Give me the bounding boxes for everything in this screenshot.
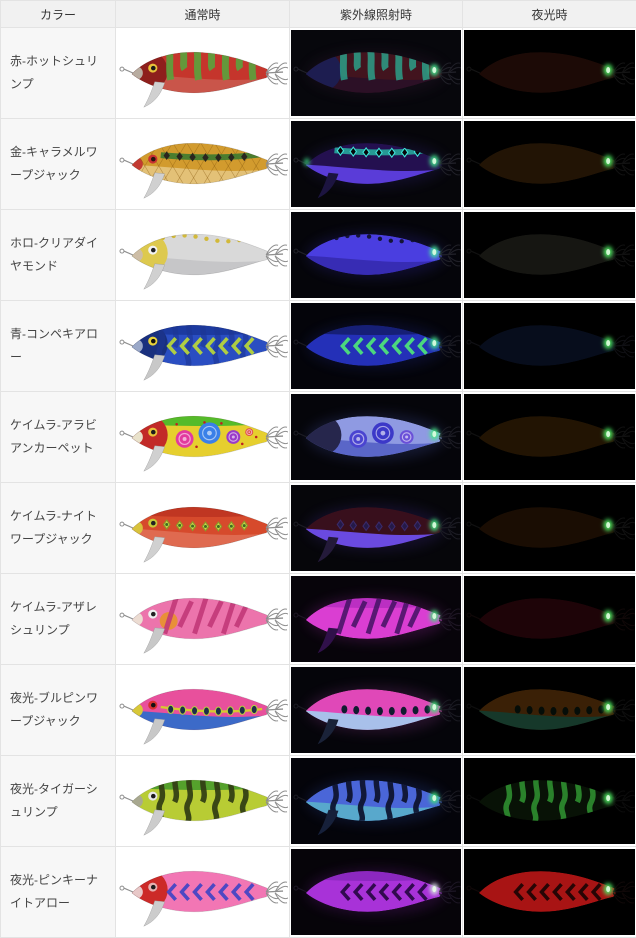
color-name: ケイムラ-アザレシュリンプ bbox=[1, 574, 116, 665]
lure-photo-normal bbox=[117, 485, 288, 571]
color-name: 青-コンペキアロー bbox=[1, 301, 116, 392]
table-row: ケイムラ-ナイトワープジャック bbox=[1, 483, 636, 574]
table-row: 夜光-ブルピンワープジャック bbox=[1, 665, 636, 756]
lure-photo-uv-cell bbox=[290, 574, 463, 665]
lure-photo-normal-cell bbox=[116, 119, 290, 210]
lure-photo-glow-cell bbox=[463, 301, 636, 392]
color-name: 夜光-ブルピンワープジャック bbox=[1, 665, 116, 756]
column-header-glow: 夜光時 bbox=[463, 1, 636, 28]
lure-photo-uv bbox=[291, 485, 461, 571]
table-row: ケイムラ-アザレシュリンプ bbox=[1, 574, 636, 665]
lure-photo-normal bbox=[117, 849, 288, 935]
lure-photo-normal-cell bbox=[116, 756, 290, 847]
lure-photo-normal bbox=[117, 394, 288, 480]
lure-photo-glow bbox=[464, 667, 635, 753]
lure-photo-uv-cell bbox=[290, 483, 463, 574]
lure-photo-uv-cell bbox=[290, 210, 463, 301]
lure-photo-uv bbox=[291, 394, 461, 480]
lure-photo-normal-cell bbox=[116, 301, 290, 392]
lure-photo-glow-cell bbox=[463, 665, 636, 756]
lure-photo-glow-cell bbox=[463, 483, 636, 574]
lure-photo-glow-cell bbox=[463, 756, 636, 847]
column-header-color: カラー bbox=[1, 1, 116, 28]
lure-photo-uv-cell bbox=[290, 28, 463, 119]
color-name: 夜光-タイガーシュリンプ bbox=[1, 756, 116, 847]
lure-photo-uv-cell bbox=[290, 119, 463, 210]
column-header-uv: 紫外線照射時 bbox=[290, 1, 463, 28]
lure-photo-glow bbox=[464, 30, 635, 116]
lure-photo-uv bbox=[291, 758, 461, 844]
lure-photo-normal bbox=[117, 576, 288, 662]
lure-photo-glow-cell bbox=[463, 119, 636, 210]
lure-photo-uv-cell bbox=[290, 756, 463, 847]
color-name: ホロ-クリアダイヤモンド bbox=[1, 210, 116, 301]
lure-photo-normal bbox=[117, 121, 288, 207]
color-name: 赤-ホットシュリンプ bbox=[1, 28, 116, 119]
lure-photo-uv bbox=[291, 30, 461, 116]
lure-photo-normal-cell bbox=[116, 210, 290, 301]
lure-photo-glow bbox=[464, 485, 635, 571]
table-row: 青-コンペキアロー bbox=[1, 301, 636, 392]
lure-photo-glow-cell bbox=[463, 574, 636, 665]
header-row: カラー 通常時 紫外線照射時 夜光時 bbox=[1, 1, 636, 28]
lure-photo-normal-cell bbox=[116, 665, 290, 756]
lure-photo-uv bbox=[291, 303, 461, 389]
lure-photo-normal bbox=[117, 30, 288, 116]
lure-photo-normal-cell bbox=[116, 392, 290, 483]
lure-photo-uv bbox=[291, 212, 461, 298]
lure-photo-uv bbox=[291, 667, 461, 753]
color-name: 金-キャラメルワープジャック bbox=[1, 119, 116, 210]
lure-photo-normal-cell bbox=[116, 574, 290, 665]
lure-photo-normal bbox=[117, 303, 288, 389]
lure-photo-normal bbox=[117, 667, 288, 753]
column-header-normal: 通常時 bbox=[116, 1, 290, 28]
lure-photo-glow-cell bbox=[463, 392, 636, 483]
lure-photo-glow bbox=[464, 394, 635, 480]
lure-photo-normal-cell bbox=[116, 28, 290, 119]
lure-photo-glow bbox=[464, 758, 635, 844]
color-name: ケイムラ-ナイトワープジャック bbox=[1, 483, 116, 574]
lure-photo-glow-cell bbox=[463, 28, 636, 119]
table-row: 金-キャラメルワープジャック bbox=[1, 119, 636, 210]
table-row: ケイムラ-アラビアンカーペット bbox=[1, 392, 636, 483]
lure-photo-glow bbox=[464, 212, 635, 298]
lure-photo-normal bbox=[117, 758, 288, 844]
lure-photo-uv bbox=[291, 576, 461, 662]
table-row: 赤-ホットシュリンプ bbox=[1, 28, 636, 119]
lure-photo-uv-cell bbox=[290, 301, 463, 392]
lure-photo-uv bbox=[291, 849, 461, 935]
lure-photo-glow-cell bbox=[463, 210, 636, 301]
lure-photo-glow bbox=[464, 121, 635, 207]
lure-photo-uv-cell bbox=[290, 392, 463, 483]
lure-photo-glow bbox=[464, 576, 635, 662]
lure-photo-normal bbox=[117, 212, 288, 298]
lure-photo-normal-cell bbox=[116, 483, 290, 574]
lure-photo-uv-cell bbox=[290, 665, 463, 756]
table-row: 夜光-タイガーシュリンプ bbox=[1, 756, 636, 847]
table-row: ホロ-クリアダイヤモンド bbox=[1, 210, 636, 301]
lure-photo-glow bbox=[464, 303, 635, 389]
color-name: ケイムラ-アラビアンカーペット bbox=[1, 392, 116, 483]
lure-photo-uv bbox=[291, 121, 461, 207]
lure-photo-glow bbox=[464, 849, 635, 935]
